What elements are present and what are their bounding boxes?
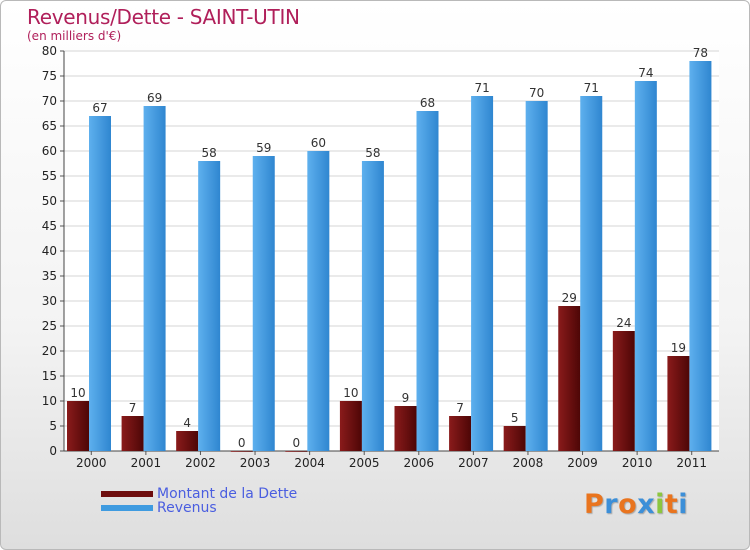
logo-letter: t — [664, 489, 679, 520]
bar-revenus-2002 — [198, 161, 221, 451]
bar-dette-2005 — [339, 401, 362, 451]
data-label-dette-2011: 19 — [671, 341, 686, 355]
logo-letter: o — [618, 489, 638, 520]
logo-letter: i — [655, 489, 665, 520]
logo-letter: P — [584, 489, 605, 520]
data-label-revenus-2001: 69 — [147, 91, 162, 105]
x-tick-label-2009: 2009 — [567, 456, 598, 470]
chart-title: Revenus/Dette - SAINT-UTIN — [27, 5, 300, 29]
data-label-dette-2009: 29 — [562, 291, 577, 305]
bar-revenus-2008 — [525, 101, 548, 451]
bar-dette-2002 — [176, 431, 199, 451]
legend-swatch-dette — [101, 491, 153, 497]
data-label-dette-2005: 10 — [343, 386, 358, 400]
bar-revenus-2005 — [361, 161, 384, 451]
bar-revenus-2007 — [471, 96, 494, 451]
logo-letter: i — [678, 489, 689, 520]
bar-revenus-2010 — [634, 81, 657, 451]
bar-revenus-2003 — [252, 156, 275, 451]
y-tick-label: 55 — [42, 169, 57, 183]
bar-dette-2007 — [449, 416, 472, 451]
x-tick-label-2003: 2003 — [240, 456, 271, 470]
data-label-revenus-2000: 67 — [92, 101, 107, 115]
data-label-dette-2003: 0 — [238, 436, 246, 450]
bar-revenus-2006 — [416, 111, 439, 451]
legend-item-dette: Montant de la Dette — [101, 486, 298, 502]
data-label-revenus-2003: 59 — [256, 141, 271, 155]
y-tick-label: 15 — [42, 369, 57, 383]
x-tick-label-2005: 2005 — [349, 456, 380, 470]
logo-letter: r — [604, 489, 619, 520]
data-label-dette-2000: 10 — [70, 386, 85, 400]
x-tick-label-2002: 2002 — [185, 456, 216, 470]
bar-dette-2011 — [667, 356, 690, 451]
bar-dette-2001 — [121, 416, 144, 451]
y-tick-label: 0 — [49, 444, 57, 458]
chart-subtitle: (en milliers d'€) — [27, 29, 122, 43]
legend-label-dette: Montant de la Dette — [157, 486, 298, 502]
proxiti-logo: Proxiti — [584, 489, 688, 520]
bar-dette-2000 — [67, 401, 89, 451]
data-label-dette-2004: 0 — [293, 436, 301, 450]
data-label-revenus-2002: 58 — [202, 146, 217, 160]
data-label-revenus-2005: 58 — [365, 146, 380, 160]
y-tick-label: 45 — [42, 219, 57, 233]
x-tick-label-2001: 2001 — [131, 456, 162, 470]
data-label-revenus-2006: 68 — [420, 96, 435, 110]
legend: Montant de la Dette Revenus — [101, 486, 298, 516]
bar-revenus-2011 — [689, 61, 712, 451]
data-label-dette-2010: 24 — [616, 316, 631, 330]
bar-revenus-2009 — [580, 96, 603, 451]
y-tick-label: 10 — [42, 394, 57, 408]
y-tick-label: 25 — [42, 319, 57, 333]
data-label-dette-2008: 5 — [511, 411, 519, 425]
y-tick-label: 80 — [42, 44, 57, 58]
y-tick-label: 50 — [42, 194, 57, 208]
bar-dette-2006 — [394, 406, 417, 451]
x-tick-label-2011: 2011 — [676, 456, 707, 470]
y-tick-label: 40 — [42, 244, 57, 258]
bar-dette-2010 — [612, 331, 635, 451]
data-label-revenus-2009: 71 — [584, 81, 599, 95]
bar-revenus-2000 — [89, 116, 111, 451]
x-tick-label-2000: 2000 — [76, 456, 107, 470]
legend-item-revenus: Revenus — [101, 500, 297, 516]
data-label-dette-2006: 9 — [402, 391, 410, 405]
bar-revenus-2001 — [143, 106, 166, 451]
data-label-dette-2001: 7 — [129, 401, 137, 415]
bar-dette-2003 — [230, 451, 253, 452]
y-tick-label: 20 — [42, 344, 57, 358]
data-label-dette-2002: 4 — [183, 416, 191, 430]
y-tick-label: 30 — [42, 294, 57, 308]
bar-dette-2004 — [285, 451, 308, 452]
legend-label-revenus: Revenus — [157, 500, 217, 516]
y-tick-label: 5 — [49, 419, 57, 433]
y-tick-label: 35 — [42, 269, 57, 283]
data-label-revenus-2004: 60 — [311, 136, 326, 150]
x-tick-label-2006: 2006 — [404, 456, 435, 470]
bar-dette-2009 — [558, 306, 581, 451]
data-label-revenus-2011: 78 — [693, 46, 708, 60]
x-tick-label-2010: 2010 — [622, 456, 653, 470]
bar-dette-2008 — [503, 426, 526, 451]
y-tick-label: 75 — [42, 69, 57, 83]
y-tick-label: 70 — [42, 94, 57, 108]
logo-letter: x — [637, 489, 656, 520]
data-label-revenus-2010: 74 — [638, 66, 653, 80]
data-label-dette-2007: 7 — [456, 401, 464, 415]
data-label-revenus-2007: 71 — [474, 81, 489, 95]
data-label-revenus-2008: 70 — [529, 86, 544, 100]
x-tick-label-2007: 2007 — [458, 456, 489, 470]
x-tick-label-2008: 2008 — [513, 456, 544, 470]
legend-swatch-revenus — [101, 505, 153, 511]
x-tick-label-2004: 2004 — [294, 456, 325, 470]
y-tick-label: 60 — [42, 144, 57, 158]
bar-revenus-2004 — [307, 151, 330, 451]
y-tick-label: 65 — [42, 119, 57, 133]
